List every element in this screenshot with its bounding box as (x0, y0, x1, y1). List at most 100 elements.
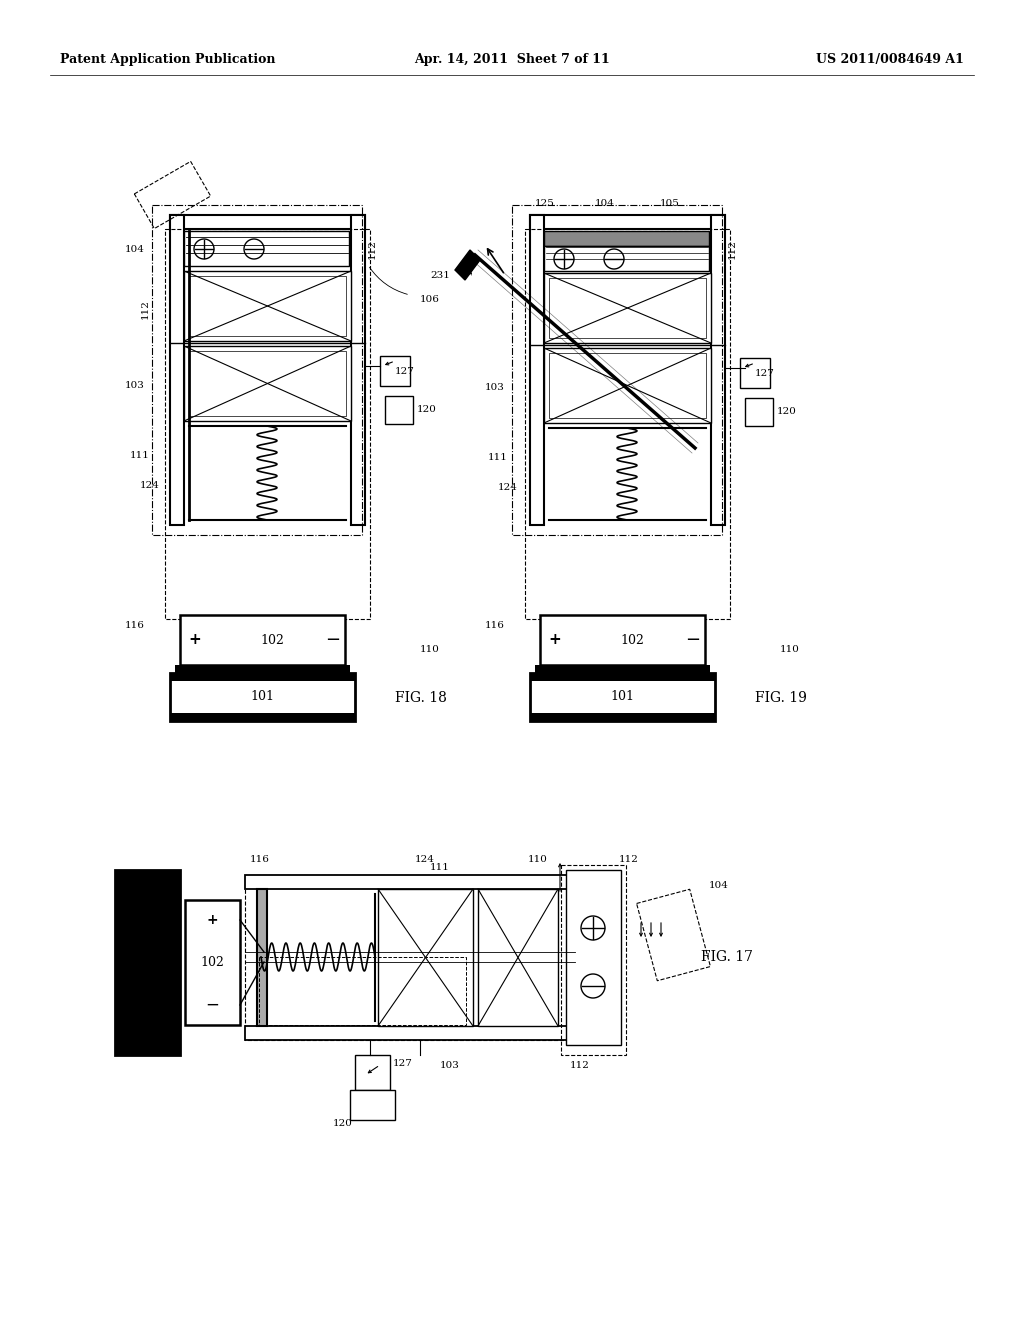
Bar (525, 228, 730, 619)
Text: 111: 111 (488, 454, 508, 462)
Text: 112: 112 (368, 239, 377, 259)
Text: 111: 111 (130, 451, 150, 461)
Bar (350, 1090, 395, 1119)
Bar (245, 1026, 575, 1040)
Bar (189, 276, 346, 337)
Text: 116: 116 (485, 620, 505, 630)
Bar (380, 356, 410, 385)
Bar (544, 273, 711, 343)
Text: 112: 112 (728, 239, 737, 259)
Bar (185, 900, 240, 1026)
Text: 124: 124 (498, 483, 518, 492)
Bar (544, 246, 709, 271)
Text: 104: 104 (595, 198, 614, 207)
Text: Patent Application Publication: Patent Application Publication (60, 54, 275, 66)
Bar (540, 615, 705, 665)
Text: FIG. 18: FIG. 18 (395, 690, 446, 705)
Text: 104: 104 (709, 880, 729, 890)
Polygon shape (455, 249, 480, 280)
Bar (184, 346, 351, 421)
Bar (512, 205, 722, 535)
Bar (637, 890, 711, 981)
Bar (152, 205, 362, 535)
Text: +: + (206, 913, 218, 927)
Text: Apr. 14, 2011  Sheet 7 of 11: Apr. 14, 2011 Sheet 7 of 11 (414, 54, 610, 66)
Text: 125: 125 (535, 198, 555, 207)
Bar (530, 673, 715, 721)
Text: +: + (188, 632, 202, 648)
Bar (378, 888, 473, 1026)
Text: 110: 110 (528, 855, 548, 865)
Bar (175, 665, 350, 673)
Bar (530, 215, 725, 228)
Bar (184, 271, 351, 341)
Text: 112: 112 (620, 855, 639, 865)
Text: 105: 105 (660, 198, 680, 207)
Bar (184, 231, 349, 267)
Bar (189, 351, 346, 416)
Text: −: − (685, 631, 700, 649)
Text: 111: 111 (430, 862, 450, 871)
Bar (134, 161, 211, 228)
Text: 120: 120 (777, 408, 797, 417)
Text: US 2011/0084649 A1: US 2011/0084649 A1 (816, 54, 964, 66)
Text: 116: 116 (125, 620, 145, 630)
Text: 112: 112 (570, 1060, 590, 1069)
Text: 127: 127 (393, 1059, 413, 1068)
Bar (170, 215, 365, 228)
Text: 103: 103 (440, 1060, 460, 1069)
Text: 231: 231 (430, 271, 450, 280)
Text: −: − (205, 997, 219, 1014)
Text: 104: 104 (125, 244, 145, 253)
Text: 127: 127 (395, 367, 415, 375)
Text: 127: 127 (755, 368, 775, 378)
Bar (170, 673, 355, 721)
Text: 103: 103 (485, 384, 505, 392)
Bar (257, 888, 267, 1026)
Text: 101: 101 (610, 690, 634, 704)
Bar (165, 228, 370, 619)
Text: 110: 110 (420, 645, 440, 655)
Bar (245, 875, 575, 888)
Bar (740, 358, 770, 388)
Bar (549, 279, 706, 338)
Bar (351, 215, 365, 525)
Text: −: − (326, 631, 341, 649)
Bar (561, 865, 626, 1055)
Text: 102: 102 (621, 634, 644, 647)
Bar (170, 713, 355, 721)
Text: 101: 101 (250, 690, 274, 704)
Bar (566, 870, 621, 1045)
Bar (259, 957, 466, 1026)
Text: FIG. 19: FIG. 19 (755, 690, 807, 705)
Text: 120: 120 (417, 405, 437, 414)
Bar (385, 396, 413, 424)
Text: +: + (549, 632, 561, 648)
Bar (180, 615, 345, 665)
Text: FIG. 17: FIG. 17 (701, 950, 753, 964)
Bar (245, 875, 575, 1040)
Text: 116: 116 (250, 855, 270, 865)
Text: 120: 120 (333, 1118, 353, 1127)
Bar (170, 673, 355, 681)
Bar (711, 215, 725, 525)
Bar (355, 1055, 390, 1090)
Bar (115, 870, 180, 1055)
Bar (745, 399, 773, 426)
Text: 110: 110 (780, 645, 800, 655)
Text: 124: 124 (415, 855, 435, 865)
Bar (115, 870, 180, 1055)
Bar (530, 713, 715, 721)
Text: 112: 112 (465, 255, 474, 275)
Bar (549, 352, 706, 418)
Bar (535, 665, 710, 673)
Bar (530, 215, 544, 525)
Text: 101: 101 (140, 950, 154, 974)
Bar (530, 673, 715, 681)
Bar (544, 231, 709, 246)
Text: 103: 103 (125, 381, 145, 391)
Bar (544, 348, 711, 422)
Text: 102: 102 (200, 956, 224, 969)
Bar (478, 888, 558, 1026)
Text: 102: 102 (260, 634, 284, 647)
